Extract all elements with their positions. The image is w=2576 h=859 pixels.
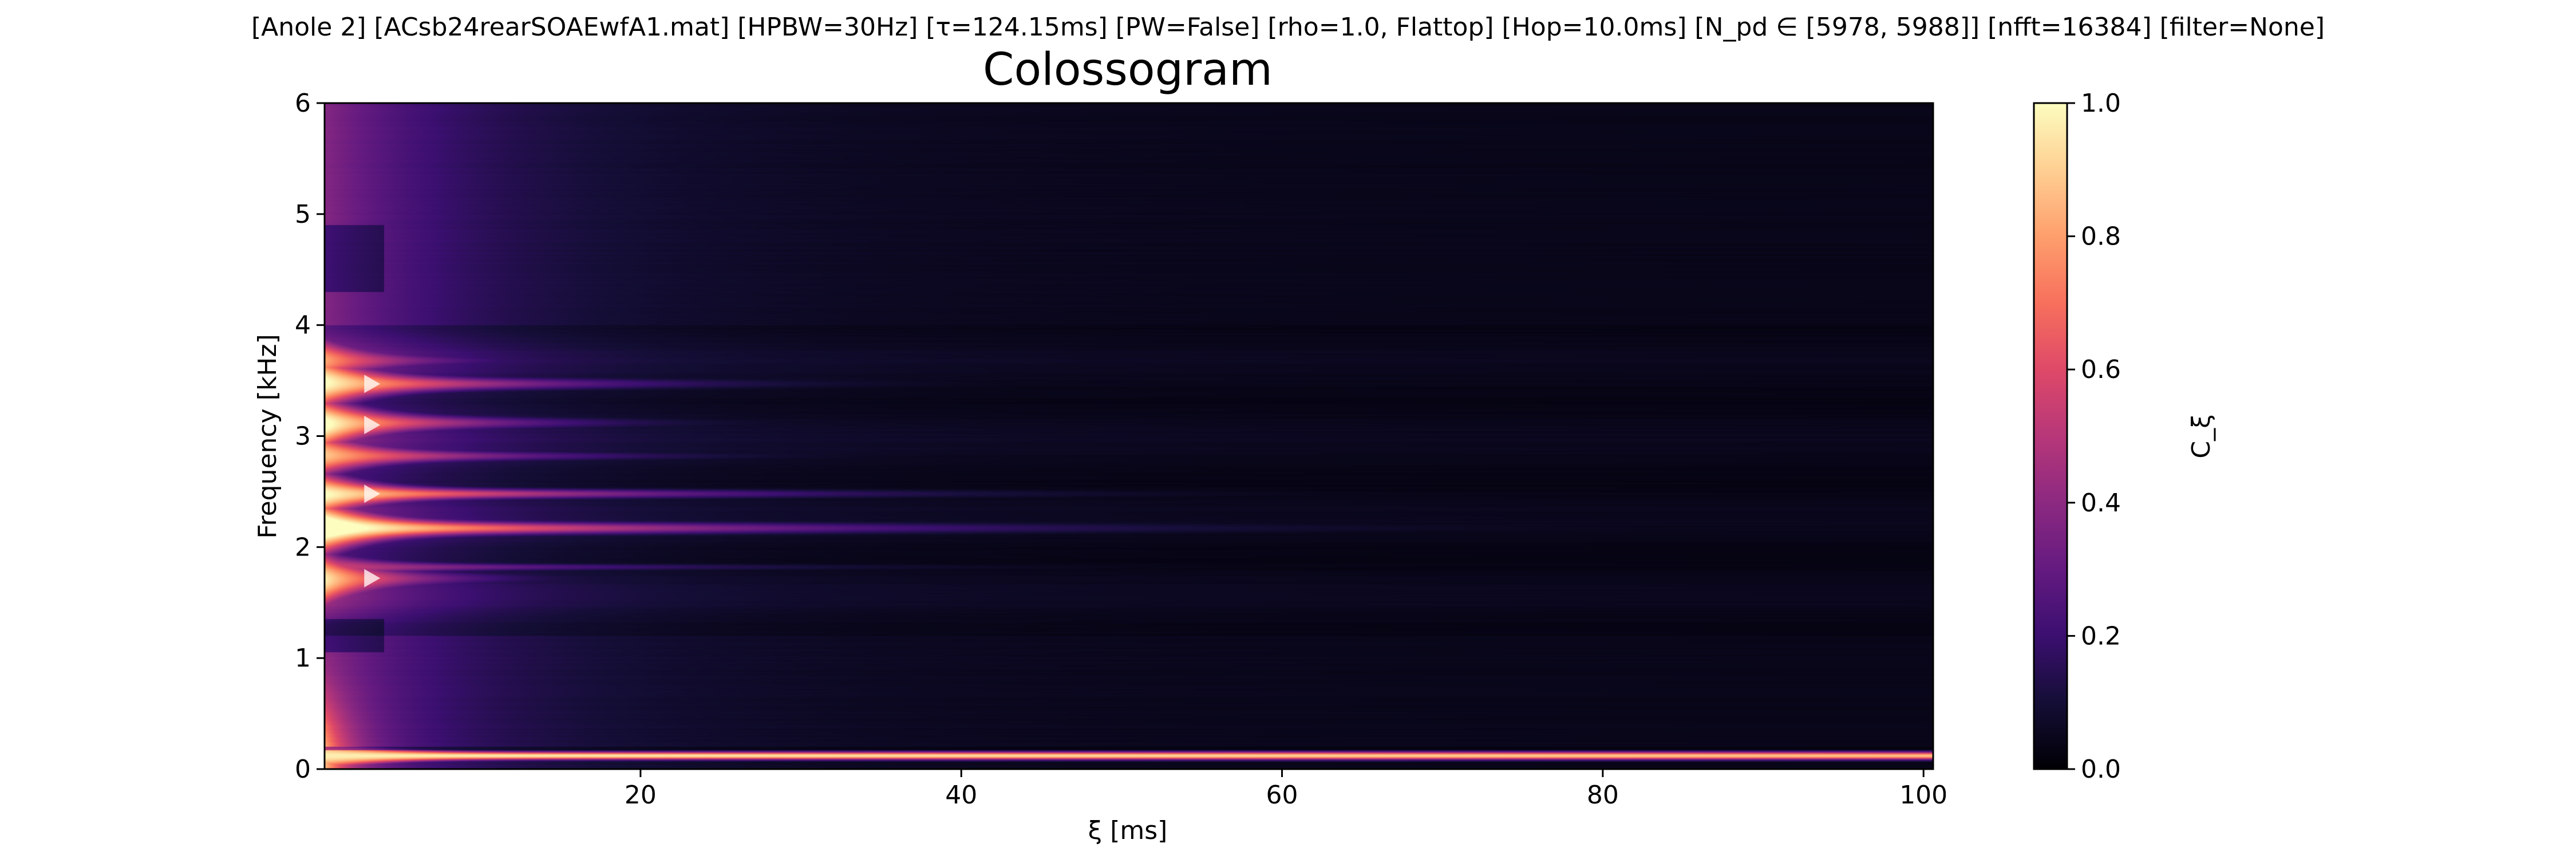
peak-marker bbox=[364, 569, 381, 588]
colorbar-tick-label: 0.4 bbox=[2081, 488, 2121, 518]
heatmap-area bbox=[325, 103, 1933, 769]
y-tick-label: 5 bbox=[295, 200, 311, 229]
x-axis-label: ξ [ms] bbox=[1088, 816, 1168, 845]
x-tick-label: 60 bbox=[1266, 781, 1298, 810]
chart-title: Colossogram bbox=[983, 44, 1273, 96]
colorbar-label: C_ξ bbox=[2187, 414, 2216, 458]
y-tick-label: 1 bbox=[295, 644, 311, 673]
colorbar-tick-label: 0.2 bbox=[2081, 621, 2121, 651]
peak-marker bbox=[364, 416, 381, 435]
colorbar-gradient bbox=[2033, 102, 2068, 770]
peak-marker bbox=[364, 484, 381, 503]
x-tick-label: 40 bbox=[945, 781, 977, 810]
x-tick-label: 100 bbox=[1899, 781, 1947, 810]
y-axis: 0 1 2 3 4 5 6 bbox=[295, 89, 325, 784]
y-tick-label: 2 bbox=[295, 533, 311, 562]
y-axis-label: Frequency [kHz] bbox=[253, 334, 282, 538]
x-axis: 20 40 60 80 100 bbox=[625, 769, 1947, 810]
marker-group bbox=[364, 375, 381, 588]
peak-marker bbox=[364, 375, 381, 393]
heatmap-canvas bbox=[325, 103, 1933, 769]
figure-suptitle: [Anole 2] [ACsb24rearSOAEwfA1.mat] [HPBW… bbox=[251, 13, 2325, 42]
y-tick-label: 6 bbox=[295, 89, 311, 118]
colorbar: 0.0 0.2 0.4 0.6 0.8 1.0 C_ξ bbox=[2033, 89, 2216, 784]
y-tick-label: 0 bbox=[295, 755, 311, 784]
colorbar-tick-label: 0.0 bbox=[2081, 755, 2121, 784]
colorbar-tick-label: 1.0 bbox=[2081, 89, 2121, 118]
colorbar-tick-label: 0.8 bbox=[2081, 222, 2121, 251]
colorbar-tick-label: 0.6 bbox=[2081, 355, 2121, 384]
x-tick-label: 20 bbox=[625, 781, 657, 810]
colorbar-ticks: 0.0 0.2 0.4 0.6 0.8 1.0 bbox=[2067, 89, 2121, 784]
y-tick-label: 3 bbox=[295, 422, 311, 451]
y-tick-label: 4 bbox=[295, 311, 311, 340]
x-tick-label: 80 bbox=[1587, 781, 1619, 810]
